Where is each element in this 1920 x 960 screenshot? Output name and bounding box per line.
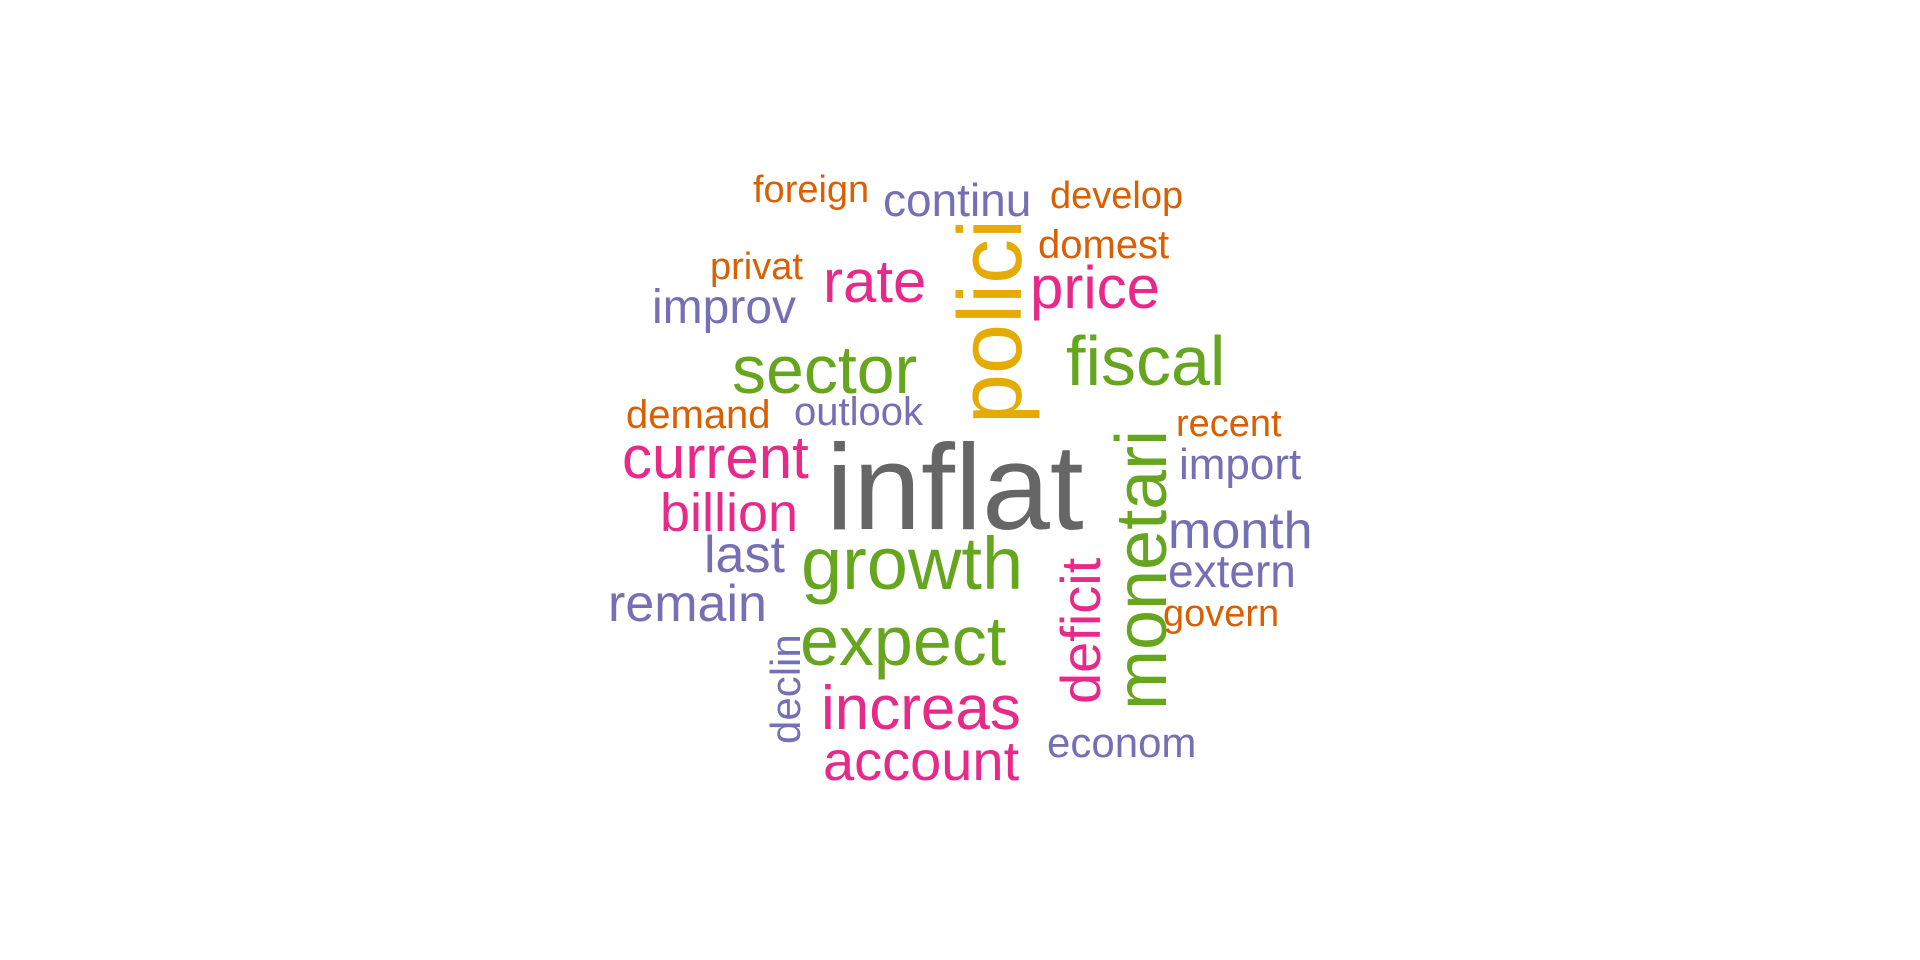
word-price: price	[1030, 254, 1161, 321]
word-econom: econom	[1047, 719, 1197, 766]
word-sector: sector	[732, 332, 918, 408]
word-extern: extern	[1168, 545, 1296, 597]
word-continu: continu	[883, 174, 1032, 226]
word-import: import	[1179, 440, 1302, 489]
word-foreign: foreign	[753, 169, 870, 211]
word-outlook: outlook	[794, 390, 923, 434]
word-fiscal: fiscal	[1066, 322, 1226, 400]
word-deficit: deficit	[1049, 557, 1112, 704]
word-expect: expect	[800, 602, 1007, 680]
word-account: account	[823, 729, 1020, 792]
word-billion: billion	[660, 483, 799, 543]
word-inflat: inflat	[826, 419, 1084, 555]
word-last: last	[704, 526, 785, 584]
word-recent: recent	[1176, 403, 1282, 445]
word-domest: domest	[1038, 223, 1170, 267]
word-rate: rate	[823, 248, 927, 315]
word-increas: increas	[821, 674, 1021, 743]
word-growth: growth	[801, 522, 1024, 605]
word-develop: develop	[1050, 175, 1184, 217]
word-privat: privat	[710, 246, 803, 288]
word-polici: polici	[941, 218, 1041, 424]
word-current: current	[622, 424, 809, 491]
word-declin: declin	[762, 634, 809, 744]
word-remain: remain	[608, 575, 767, 633]
word-demand: demand	[626, 393, 771, 437]
word-improv: improv	[652, 281, 797, 334]
word-govern: govern	[1163, 593, 1280, 635]
word-month: month	[1168, 502, 1313, 560]
